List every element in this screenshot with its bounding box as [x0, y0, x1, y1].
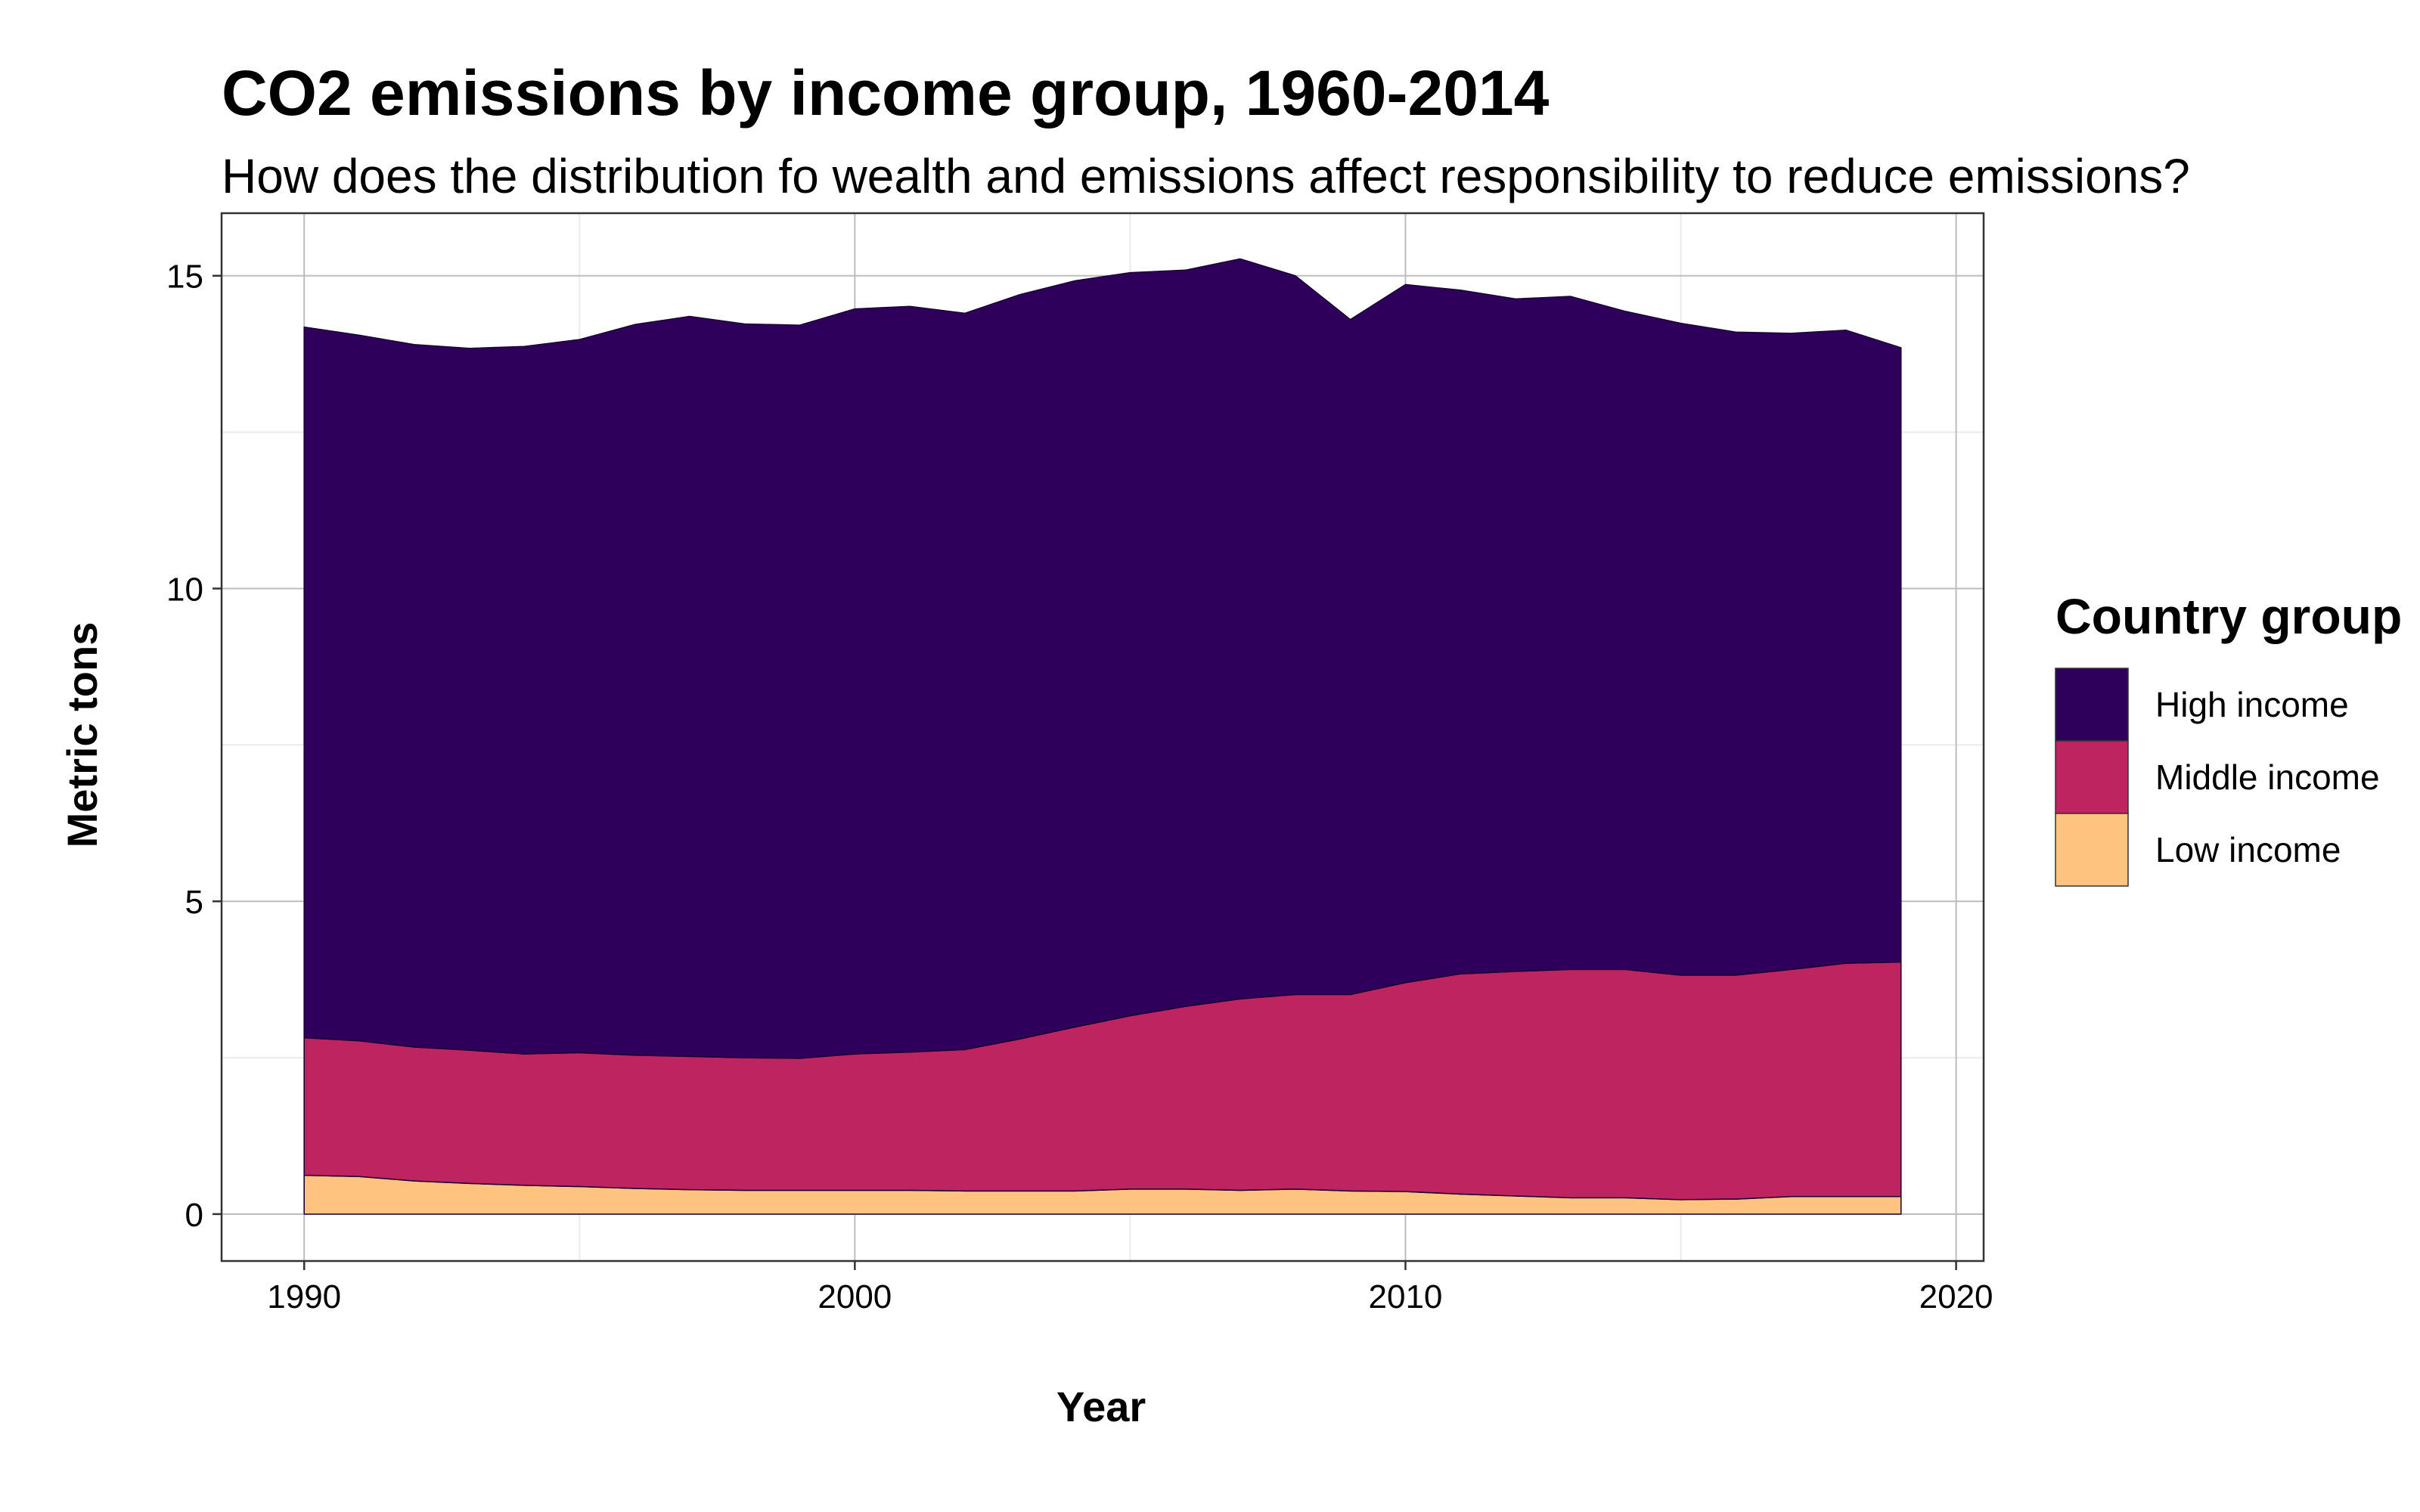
legend-key-high-income: [2055, 668, 2129, 742]
panel-border: [220, 212, 1985, 1263]
y-tick-label: 15: [166, 259, 203, 296]
area-high-income: [303, 258, 1902, 1059]
legend-label-low-income: Low income: [2155, 830, 2341, 869]
x-tick-label: 2020: [1919, 1278, 1993, 1315]
chart-subtitle: How does the distribution fo wealth and …: [222, 149, 2190, 203]
y-tick-label: 0: [185, 1197, 203, 1234]
legend-items: High income Middle income Low income: [2055, 668, 2380, 887]
axis-ticks: 1990 2000 2010 2020 0 5 10 15: [166, 259, 1993, 1315]
legend-title: Country group: [2055, 588, 2402, 644]
y-tick-label: 5: [185, 884, 203, 921]
legend-label-middle-income: Middle income: [2155, 758, 2380, 797]
x-axis-title: Year: [1056, 1383, 1146, 1430]
area-series: [303, 258, 1902, 1215]
panel-border-rect: [220, 212, 1985, 1263]
x-tick-label: 2010: [1369, 1278, 1443, 1315]
y-tick-label: 10: [166, 571, 203, 608]
legend-label-high-income: High income: [2155, 685, 2349, 724]
x-tick-label: 1990: [267, 1278, 341, 1315]
chart-title: CO2 emissions by income group, 1960-2014: [222, 57, 1550, 129]
legend: Country group High income Middle income Lo…: [2055, 588, 2402, 887]
x-tick-label: 2000: [818, 1278, 892, 1315]
legend-key-low-income: [2055, 813, 2129, 887]
y-axis-title: Metric tons: [58, 622, 106, 848]
legend-key-middle-income: [2055, 740, 2129, 814]
